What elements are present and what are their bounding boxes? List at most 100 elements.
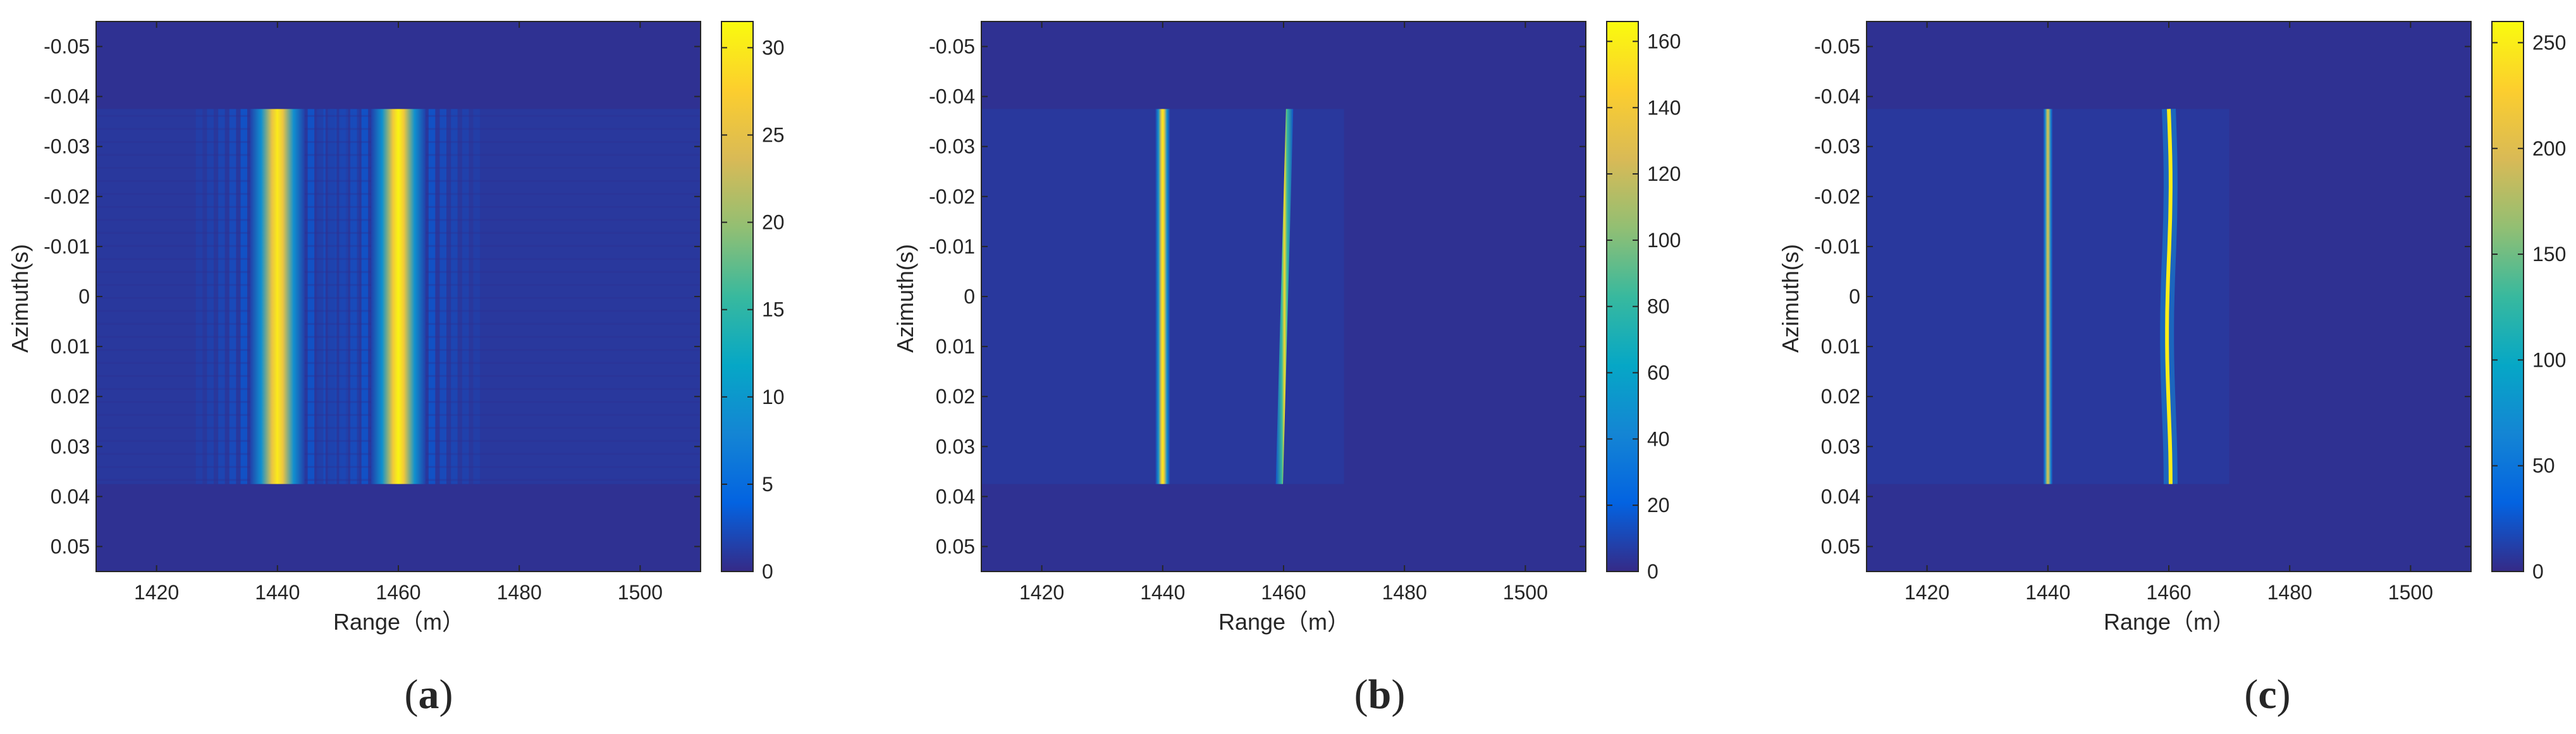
sidelobe <box>350 109 357 484</box>
y-tick-label: 0 <box>1849 285 1860 308</box>
panel-a: 1420 1440 1460 1480 1500 -0.05 -0.04 -0.03 -0.02… <box>7 21 785 718</box>
colorbar-tick-label: 10 <box>762 386 785 408</box>
y-axis-label-b: Azimuth(s) <box>892 244 918 353</box>
colorbar-tick-label: 15 <box>762 298 785 321</box>
panel-label-c: (c) <box>2244 671 2290 718</box>
sidelobe <box>307 109 315 484</box>
x-tick-label: 1460 <box>376 581 420 604</box>
x-tick-label: 1480 <box>2267 581 2312 604</box>
x-tick-label: 1440 <box>1140 581 1185 604</box>
x-tick-label: 1500 <box>618 581 663 604</box>
y-tick-label: 0.01 <box>51 335 90 358</box>
y-tick-label: -0.02 <box>44 185 90 208</box>
sidelobe <box>229 109 236 484</box>
colorbar-tick-label: 150 <box>2532 243 2566 266</box>
y-tick-label: 0.02 <box>51 385 90 408</box>
target-stripe <box>2043 109 2053 484</box>
colorbar-tick-label: 30 <box>762 36 785 59</box>
sidelobe <box>328 109 335 484</box>
panel-b: 1420 1440 1460 1480 1500 -0.05 -0.04 -0.03 -0.02… <box>892 21 1681 718</box>
colorbar-tick-label: 160 <box>1647 30 1681 52</box>
colorbar-tick-label: 250 <box>2532 31 2566 54</box>
x-axis-label-c: Range（m） <box>2104 609 2235 635</box>
x-tick-label: 1500 <box>2388 581 2433 604</box>
colorbar-tick-label: 120 <box>1647 162 1681 185</box>
x-axis-label-b: Range（m） <box>1218 609 1350 635</box>
target-stripe <box>250 109 305 484</box>
x-tick-label: 1420 <box>1019 581 1064 604</box>
target-stripe <box>1275 109 1294 484</box>
y-tick-label: 0.03 <box>1821 435 1860 458</box>
colorbar-tick-label: 50 <box>2532 455 2555 477</box>
target-stripe <box>1155 109 1170 484</box>
colorbar-tick-label: 100 <box>2532 348 2566 371</box>
x-tick-label: 1440 <box>2025 581 2070 604</box>
colorbar <box>1606 21 1639 572</box>
y-tick-label: -0.05 <box>929 35 975 58</box>
sidelobe <box>428 109 436 484</box>
colorbar-tick-label: 0 <box>2532 560 2544 583</box>
y-tick-label: 0.02 <box>1821 385 1860 408</box>
target-stripe <box>2165 109 2173 484</box>
heatmap-b: 1420 1440 1460 1480 1500 -0.05 -0.04 -0.03 -0.02… <box>929 21 1681 604</box>
colorbar-tick-label: 40 <box>1647 427 1670 450</box>
x-tick-label: 1480 <box>1382 581 1427 604</box>
y-tick-label: -0.01 <box>44 235 90 258</box>
sidelobe <box>339 109 346 484</box>
y-tick-label: 0 <box>78 285 90 308</box>
sidelobe <box>451 109 458 484</box>
y-axis-label-a: Azimuth(s) <box>7 244 33 353</box>
x-tick-label: 1460 <box>1261 581 1306 604</box>
sidelobe <box>361 109 369 484</box>
panel-c: 1420 1440 1460 1480 1500-0.05-0.04-0.03-0.02… <box>1777 21 2566 718</box>
sidelobe <box>439 109 447 484</box>
colorbar-tick-label: 20 <box>762 211 785 234</box>
heatmap-a: 1420 1440 1460 1480 1500 -0.05 -0.04 -0.03 -0.02… <box>44 21 785 604</box>
y-tick-label: 0.02 <box>936 385 975 408</box>
x-tick-label: 1460 <box>2146 581 2191 604</box>
y-tick-label: 0.05 <box>51 535 90 558</box>
y-tick-label: -0.03 <box>929 135 975 158</box>
colorbar <box>721 21 754 572</box>
colorbar-tick-label: 200 <box>2532 137 2566 160</box>
y-tick-label: 0 <box>964 285 975 308</box>
y-tick-label: -0.05 <box>44 35 90 58</box>
x-tick-label: 1420 <box>1904 581 1949 604</box>
colorbar-tick-label: 0 <box>1647 560 1659 583</box>
y-tick-label: 0.04 <box>51 485 90 508</box>
y-tick-label: -0.02 <box>1814 185 1860 208</box>
y-tick-label: -0.05 <box>1814 35 1860 58</box>
y-tick-label: -0.03 <box>44 135 90 158</box>
y-tick-label: -0.04 <box>1814 85 1860 108</box>
sidelobe <box>207 109 214 484</box>
y-tick-label: -0.01 <box>929 235 975 258</box>
y-tick-label: -0.02 <box>929 185 975 208</box>
colorbar-tick-label: 60 <box>1647 362 1670 384</box>
y-axis-label-c: Azimuth(s) <box>1777 244 1803 353</box>
y-tick-label: 0.04 <box>936 485 975 508</box>
colorbar-tick-label: 140 <box>1647 96 1681 119</box>
sidelobe <box>195 109 203 484</box>
panel-label-b: (b) <box>1354 671 1406 718</box>
target-stripe <box>371 109 426 484</box>
y-tick-label: 0.03 <box>936 435 975 458</box>
sidelobe <box>218 109 225 484</box>
colorbar-tick-label: 25 <box>762 124 785 147</box>
x-tick-label: 1500 <box>1503 581 1548 604</box>
colorbar-tick-label: 5 <box>762 473 773 496</box>
sidelobe <box>316 109 324 484</box>
x-axis-label-a: Range（m） <box>333 609 465 635</box>
heatmap-c: 1420 1440 1460 1480 1500-0.05-0.04-0.03-0.02… <box>1814 21 2566 604</box>
y-tick-label: 0.04 <box>1821 485 1860 508</box>
y-tick-label: 0.01 <box>1821 335 1860 358</box>
y-tick-label: 0.05 <box>1821 535 1860 558</box>
x-tick-label: 1420 <box>134 581 179 604</box>
y-tick-label: 0.05 <box>936 535 975 558</box>
x-tick-label: 1440 <box>255 581 300 604</box>
x-tick-label: 1480 <box>497 581 542 604</box>
y-tick-label: 0.03 <box>51 435 90 458</box>
panel-label-a: (a) <box>405 671 453 718</box>
sidelobe <box>462 109 469 484</box>
y-tick-label: -0.04 <box>929 85 975 108</box>
y-tick-label: -0.04 <box>44 85 90 108</box>
